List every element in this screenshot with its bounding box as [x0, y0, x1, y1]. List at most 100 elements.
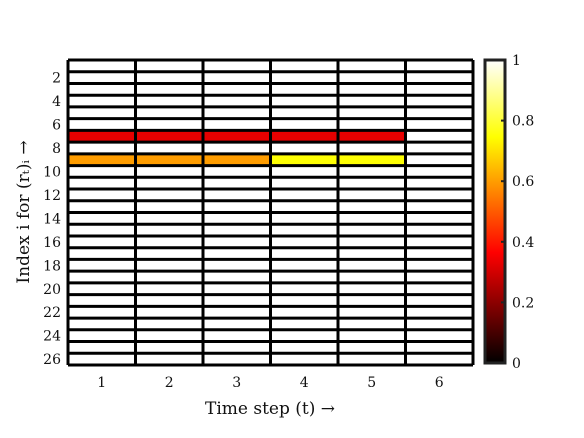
heatmap-cell [68, 318, 136, 330]
heatmap-cell [203, 142, 271, 154]
heatmap-cell [135, 341, 203, 354]
heatmap-cell [270, 165, 338, 178]
y-tick-label: 14 [43, 211, 61, 227]
heatmap-cell [270, 259, 338, 272]
heatmap-cell [405, 153, 473, 166]
heatmap-cell [405, 83, 473, 96]
heatmap-cell [135, 247, 203, 260]
heatmap-cell [270, 83, 338, 96]
heatmap-cell [68, 71, 136, 84]
heatmap-cell [270, 177, 338, 190]
y-tick-label: 8 [52, 141, 61, 157]
heatmap-cell [68, 271, 136, 283]
heatmap-cell [405, 165, 473, 178]
y-tick-label: 6 [52, 118, 61, 134]
heatmap-cell [405, 212, 473, 225]
x-tick-label: 2 [165, 375, 174, 391]
heatmap-cell [135, 271, 203, 283]
heatmap-cell [203, 306, 271, 319]
heatmap-cell [338, 318, 406, 330]
heatmap-cell [135, 95, 203, 107]
heatmap-cell [203, 235, 271, 248]
heatmap-cell [68, 118, 136, 131]
heatmap-cell [68, 329, 136, 342]
x-tick-label: 6 [435, 375, 444, 391]
heatmap-cell [338, 83, 406, 96]
heatmap-cell [405, 306, 473, 319]
y-tick-label: 4 [52, 94, 61, 110]
heatmap-cell [68, 83, 136, 96]
heatmap-cell [338, 189, 406, 201]
colorbar-tick-label: 0.6 [512, 174, 534, 190]
heatmap-cell [338, 294, 406, 307]
heatmap-cell [68, 259, 136, 272]
heatmap-cell [203, 212, 271, 225]
heatmap-cell [405, 329, 473, 342]
x-tick-label: 1 [97, 375, 106, 391]
heatmap-cell [338, 118, 406, 131]
heatmap-cell [338, 271, 406, 283]
heatmap-cell [135, 153, 203, 166]
heatmap-cell [203, 247, 271, 260]
heatmap-cell [338, 282, 406, 295]
heatmap-cell [405, 177, 473, 190]
heatmap-cell [338, 235, 406, 248]
heatmap-cell [270, 318, 338, 330]
heatmap-cell [68, 165, 136, 178]
heatmap-cell [68, 189, 136, 201]
heatmap-cell [135, 189, 203, 201]
heatmap-cell [135, 294, 203, 307]
heatmap-cell [270, 224, 338, 236]
heatmap-cell [135, 83, 203, 96]
heatmap-cell [135, 329, 203, 342]
heatmap-cell [270, 353, 338, 365]
heatmap-cell [405, 259, 473, 272]
heatmap-cell [405, 95, 473, 107]
y-tick-label: 18 [43, 258, 61, 274]
colorbar-tick-label: 0.4 [512, 235, 534, 251]
heatmap-cell [68, 106, 136, 119]
heatmap-cell [270, 142, 338, 154]
heatmap-cell [203, 106, 271, 119]
heatmap-cell [68, 224, 136, 236]
heatmap-cell [68, 153, 136, 166]
heatmap-cell [68, 341, 136, 354]
heatmap-cell [405, 142, 473, 154]
heatmap-cell [68, 235, 136, 248]
heatmap-cell [135, 142, 203, 154]
y-tick-label: 24 [43, 329, 61, 345]
heatmap-cell [270, 306, 338, 319]
heatmap-cell [135, 353, 203, 365]
heatmap-cell [338, 106, 406, 119]
heatmap-cell [203, 271, 271, 283]
heatmap-cell [405, 282, 473, 295]
heatmap-cell [270, 282, 338, 295]
heatmap-cell [270, 71, 338, 84]
y-tick-label: 20 [43, 282, 61, 298]
heatmap-cell [338, 95, 406, 107]
heatmap-cell [135, 177, 203, 190]
heatmap-cell [68, 353, 136, 365]
x-tick-label: 5 [367, 375, 376, 391]
heatmap-cell [270, 294, 338, 307]
heatmap-cell [338, 224, 406, 236]
heatmap-cell [338, 353, 406, 365]
y-axis-label: Index i for (rₜ)ᵢ → [14, 140, 34, 283]
heatmap-cell [203, 282, 271, 295]
colorbar-tick-label: 0 [512, 356, 521, 372]
heatmap-cell [203, 329, 271, 342]
heatmap-cell [338, 165, 406, 178]
heatmap-cell [68, 282, 136, 295]
heatmap-cell [270, 271, 338, 283]
heatmap-cell [203, 71, 271, 84]
heatmap-cell [203, 95, 271, 107]
heatmap-cell [135, 200, 203, 213]
heatmap-cell [203, 130, 271, 143]
heatmap-cell [338, 341, 406, 354]
heatmap-cell [68, 294, 136, 307]
heatmap-cell [135, 71, 203, 84]
heatmap-cell [135, 212, 203, 225]
heatmap-cell [338, 247, 406, 260]
heatmap-cell [405, 271, 473, 283]
heatmap-cell [68, 306, 136, 319]
